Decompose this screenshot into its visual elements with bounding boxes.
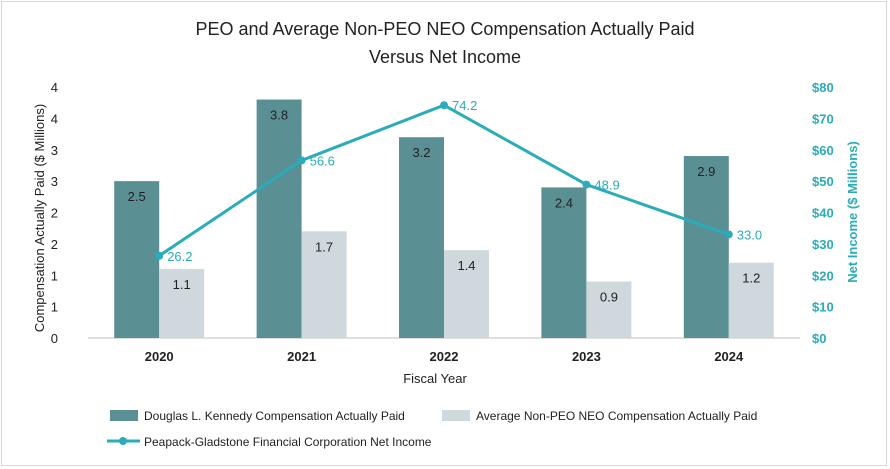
y2-tick-label: $60: [812, 143, 834, 158]
chart-title-line-1: PEO and Average Non-PEO NEO Compensation…: [196, 19, 695, 39]
y2-tick-label: $70: [812, 111, 834, 126]
legend-label-non-peo: Average Non-PEO NEO Compensation Actuall…: [476, 409, 757, 423]
y2-tick-label: $50: [812, 174, 834, 189]
y-tick-label: 1: [51, 300, 58, 315]
bar-kennedy-label: 2.4: [555, 195, 573, 210]
bar-kennedy: [541, 187, 587, 338]
legend-label-kennedy: Douglas L. Kennedy Compensation Actually…: [144, 409, 405, 423]
bar-kennedy-label: 3.2: [412, 145, 430, 160]
legend-swatch-non-peo: [442, 410, 470, 421]
net-income-label: 48.9: [594, 178, 619, 193]
y-tick-label: 3: [51, 174, 58, 189]
chart-title-line-2: Versus Net Income: [369, 47, 521, 67]
y-axis-label: Compensation Actually Paid ($ Millions): [32, 104, 47, 332]
bar-non-peo: [159, 268, 205, 338]
y2-tick-label: $40: [812, 206, 834, 221]
x-axis-label: Fiscal Year: [403, 371, 467, 386]
bar-kennedy: [114, 181, 160, 338]
bar-non-peo-label: 0.9: [600, 290, 618, 305]
bar-non-peo-label: 1.4: [457, 258, 475, 273]
x-category-label: 2020: [145, 349, 174, 364]
x-category-label: 2024: [714, 349, 744, 364]
legend-label-net-income: Peapack-Gladstone Financial Corporation …: [144, 435, 432, 449]
y-tick-label: 4: [51, 111, 58, 126]
bar-non-peo: [301, 231, 347, 338]
net-income-point: [297, 156, 306, 165]
x-category-label: 2022: [430, 349, 459, 364]
bar-kennedy-label: 2.9: [697, 164, 715, 179]
bars-group: [114, 99, 774, 338]
right-axis-ticks: $0 $10 $20 $30 $40 $50 $60 $70 $80: [812, 80, 834, 346]
y-tick-label: 3: [51, 143, 58, 158]
bar-non-peo-label: 1.1: [173, 277, 191, 292]
net-income-label: 56.6: [310, 153, 335, 168]
left-axis-ticks: 0 1 1 2 2 3 3 4 4: [51, 80, 58, 346]
y-tick-label: 2: [51, 237, 58, 252]
y2-tick-label: $10: [812, 300, 834, 315]
y2-tick-label: $30: [812, 237, 834, 252]
bar-kennedy-label: 3.8: [270, 108, 288, 123]
net-income-point: [582, 180, 591, 189]
y-tick-label: 0: [51, 331, 58, 346]
y-tick-label: 4: [51, 80, 58, 95]
bar-non-peo: [444, 250, 489, 338]
y2-axis-label: Net Income ($ Millions): [845, 141, 860, 283]
y2-tick-label: $0: [812, 331, 826, 346]
legend-marker-net-income: [119, 437, 127, 445]
net-income-label: 26.2: [167, 249, 192, 264]
net-income-line-group: 26.2 56.6 74.2 48.9 33.0: [155, 98, 762, 264]
bar-labels-group: 2.5 3.8 3.2 2.4 2.9 1.1 1.7 1.4 0.9 1.2: [128, 108, 761, 305]
y-tick-label: 2: [51, 206, 58, 221]
bar-kennedy: [399, 137, 444, 338]
net-income-point: [155, 251, 164, 260]
bar-non-peo-label: 1.7: [315, 239, 333, 254]
net-income-label: 33.0: [737, 227, 762, 242]
x-category-label: 2021: [287, 349, 316, 364]
bar-kennedy: [256, 99, 302, 338]
bar-non-peo-label: 1.2: [742, 271, 760, 286]
x-category-label: 2023: [572, 349, 601, 364]
legend-swatch-kennedy: [110, 410, 138, 421]
y-tick-label: 1: [51, 268, 58, 283]
y2-tick-label: $80: [812, 80, 834, 95]
net-income-label: 74.2: [452, 98, 477, 113]
bar-non-peo: [586, 281, 632, 338]
net-income-point: [724, 230, 733, 239]
category-labels: 2020 2021 2022 2023 2024: [145, 349, 744, 364]
bar-kennedy-label: 2.5: [128, 189, 146, 204]
bar-kennedy: [683, 156, 729, 338]
net-income-point: [440, 101, 448, 110]
bar-non-peo: [728, 262, 774, 338]
y2-tick-label: $20: [812, 268, 834, 283]
